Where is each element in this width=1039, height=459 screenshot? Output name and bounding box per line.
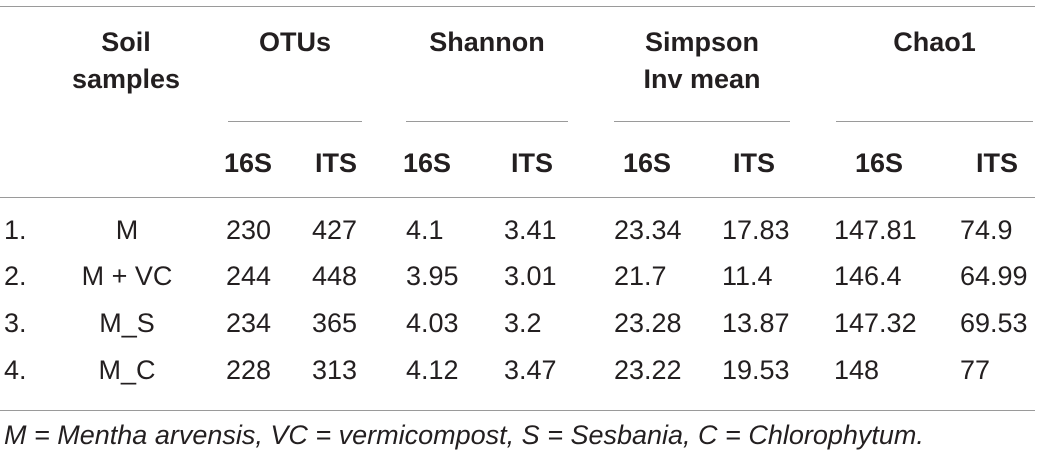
table-cell: 146.4	[834, 261, 902, 291]
simpson-group-rule	[614, 121, 790, 122]
subheader-otus-its: ITS	[314, 148, 357, 178]
table-cell: 147.32	[834, 308, 917, 338]
table-cell: 23.34	[614, 215, 682, 245]
header-soil-samples: Soil samples	[71, 27, 181, 94]
table-bottom-rule	[0, 410, 1035, 411]
table-cell: 69.53	[960, 308, 1028, 338]
table-cell: 11.4	[722, 261, 773, 291]
chao1-group-rule	[836, 121, 1033, 122]
table-cell: 3.95	[406, 261, 459, 291]
table-cell: 23.28	[614, 308, 682, 338]
table-cell: 13.87	[722, 308, 790, 338]
table-top-rule	[0, 6, 1035, 7]
table-cell: 3.41	[504, 215, 557, 245]
row-index: 1.	[4, 215, 27, 245]
table-cell: 19.53	[722, 355, 790, 385]
table-cell: 21.7	[614, 261, 667, 291]
subheader-simpson-its: ITS	[732, 148, 775, 178]
row-index: 2.	[4, 261, 27, 291]
table-cell: 230	[226, 215, 272, 245]
table-cell: 313	[312, 355, 358, 385]
subheader-chao1-16s: 16S	[854, 148, 904, 178]
shannon-group-rule	[406, 121, 568, 122]
subheader-simpson-16s: 16S	[622, 148, 672, 178]
row-index: 4.	[4, 355, 27, 385]
table-cell: 23.22	[614, 355, 682, 385]
row-sample: M + VC	[81, 261, 173, 291]
table-cell: 4.03	[406, 308, 459, 338]
row-sample: M	[115, 215, 139, 245]
table-cell: 148	[834, 355, 880, 385]
header-shannon: Shannon	[429, 27, 545, 57]
table-cell: 4.1	[406, 215, 444, 245]
table-footnote: M = Mentha arvensis, VC = vermicompost, …	[4, 420, 924, 450]
subheader-shannon-its: ITS	[510, 148, 553, 178]
row-sample: M_S	[99, 308, 155, 338]
header-otus: OTUs	[258, 27, 331, 57]
table-cell: 64.99	[960, 261, 1028, 291]
table-cell: 77	[960, 355, 991, 385]
table-cell: 365	[312, 308, 358, 338]
row-index: 3.	[4, 308, 27, 338]
header-chao1: Chao1	[893, 27, 976, 57]
header-simpson: Simpson Inv mean	[643, 27, 761, 94]
table-cell: 228	[226, 355, 272, 385]
table-cell: 17.83	[722, 215, 790, 245]
table-cell: 244	[226, 261, 272, 291]
table-cell: 147.81	[834, 215, 917, 245]
header-bottom-rule	[0, 197, 1035, 198]
subheader-chao1-its: ITS	[975, 148, 1018, 178]
subheader-otus-16s: 16S	[223, 148, 273, 178]
table-cell: 427	[312, 215, 358, 245]
otus-group-rule	[228, 121, 362, 122]
table-cell: 234	[226, 308, 272, 338]
table-cell: 3.2	[504, 308, 542, 338]
table-cell: 448	[312, 261, 358, 291]
subheader-shannon-16s: 16S	[402, 148, 452, 178]
row-sample: M_C	[98, 355, 156, 385]
table-cell: 3.01	[504, 261, 557, 291]
table-cell: 3.47	[504, 355, 557, 385]
table-cell: 74.9	[960, 215, 1013, 245]
table-cell: 4.12	[406, 355, 459, 385]
